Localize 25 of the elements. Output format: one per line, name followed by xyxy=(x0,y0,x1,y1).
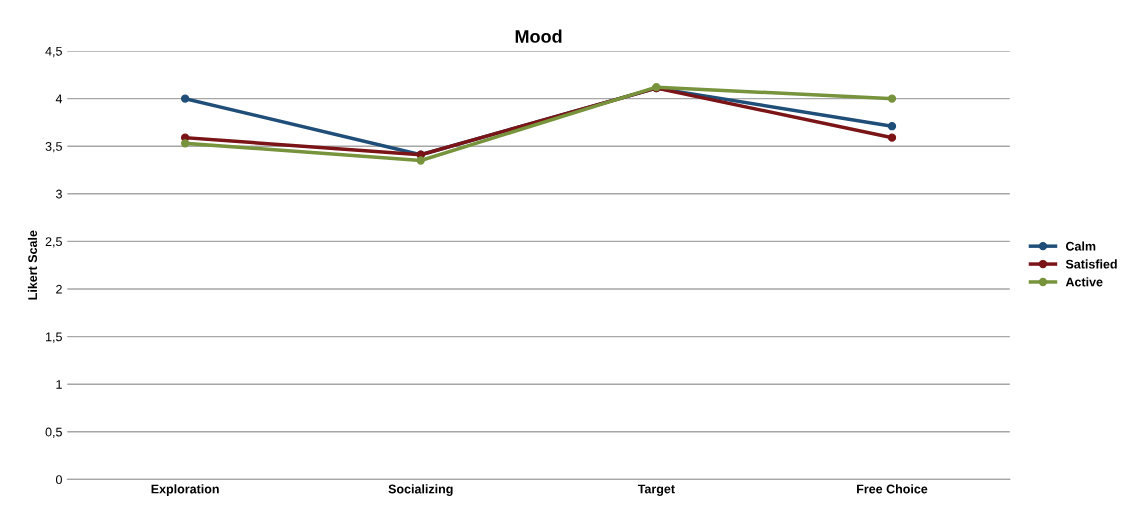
point xyxy=(180,139,190,148)
y-tick-label: 1,5 xyxy=(46,332,62,343)
y-tick-label: 0,5 xyxy=(45,427,62,438)
x-tick-label: Exploration xyxy=(151,484,219,496)
point xyxy=(887,94,897,103)
point xyxy=(180,94,190,103)
legend-label: Active xyxy=(1065,277,1103,287)
legend-label: Satisfied xyxy=(1065,259,1117,269)
y-tick-label: 3,5 xyxy=(45,142,62,153)
x-tick-label: Free Choice xyxy=(857,484,928,494)
point xyxy=(416,156,425,165)
y-tick-label: 2 xyxy=(56,284,62,294)
x-tick-label: Socializing xyxy=(388,484,453,496)
point xyxy=(887,122,897,131)
chart-title: Mood xyxy=(515,29,562,43)
y-tick-label: 2,5 xyxy=(45,237,62,248)
y-tick-label: 4 xyxy=(55,94,63,104)
y-axis-title: Likert Scale xyxy=(27,230,38,300)
legend-label: Calm xyxy=(1065,241,1096,251)
point xyxy=(887,133,897,142)
y-tick-label: 0 xyxy=(56,475,62,485)
y-tick-label: 4,5 xyxy=(45,46,62,58)
x-tick-label: Target xyxy=(637,484,675,496)
y-tick-label: 3 xyxy=(55,189,62,199)
y-tick-label: 1 xyxy=(56,380,62,389)
